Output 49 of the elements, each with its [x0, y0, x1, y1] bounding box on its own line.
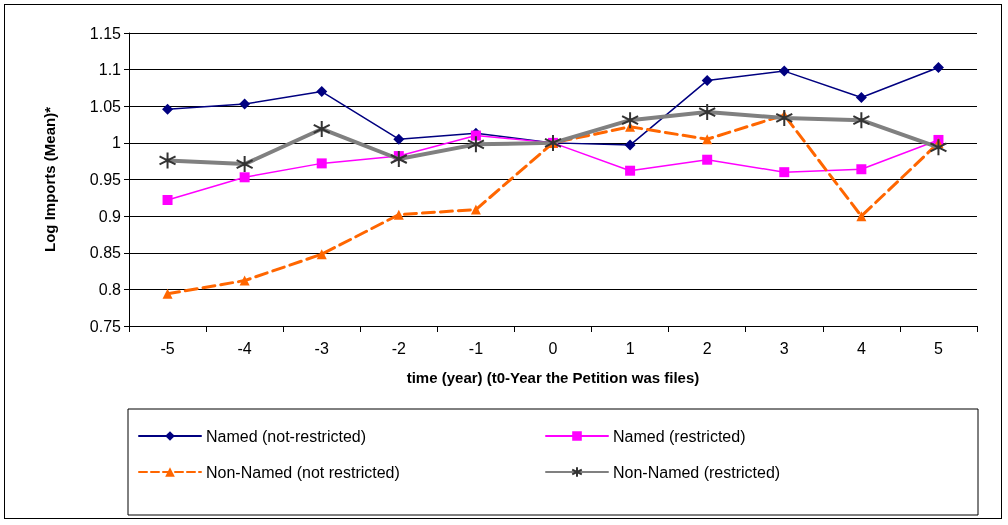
legend-label: Non-Named (restricted): [613, 463, 781, 481]
x-tick-label: -5: [160, 339, 175, 357]
point: [316, 158, 327, 169]
point: [162, 288, 173, 299]
x-tick-label: -4: [237, 339, 252, 357]
point: [856, 164, 867, 175]
x-tick-label: 2: [702, 339, 712, 357]
x-tick-label: -3: [314, 339, 329, 357]
point: [470, 204, 481, 215]
point: [701, 75, 713, 87]
point: [393, 209, 404, 220]
x-tick-label: 1: [625, 339, 635, 357]
point: [162, 103, 174, 115]
point: [316, 249, 327, 260]
point: [856, 211, 867, 222]
legend-label: Non-Named (not restricted): [206, 463, 400, 481]
point: [855, 91, 867, 103]
point: [702, 154, 713, 165]
y-axis-title: Log Imports (Mean)*: [41, 106, 58, 252]
point: [624, 139, 636, 151]
point: [239, 98, 251, 110]
y-tick-label: 0.85: [89, 244, 122, 262]
y-tick-label: 0.75: [89, 317, 122, 335]
point: [625, 165, 636, 176]
x-tick-label: 5: [934, 339, 943, 357]
y-tick-label: 0.8: [98, 280, 122, 298]
point: [778, 65, 790, 77]
legend-label: Named (restricted): [613, 427, 746, 445]
x-tick-label: -2: [391, 339, 407, 357]
point: [316, 86, 328, 98]
y-tick-label: 1: [112, 134, 122, 152]
x-tick-label: -1: [468, 339, 484, 357]
point: [162, 195, 173, 206]
y-tick-label: 1.15: [89, 24, 122, 42]
x-tick-label: 3: [779, 339, 789, 357]
point: [932, 61, 944, 73]
x-tick-label: 4: [856, 339, 866, 357]
point: [779, 167, 790, 178]
point: [239, 275, 250, 286]
point: [239, 172, 250, 183]
point: [702, 134, 713, 145]
y-tick-label: 0.9: [98, 207, 122, 225]
y-tick-label: 1.05: [89, 97, 122, 115]
x-axis-title: time (year) (t0-Year the Petition was files): [406, 369, 700, 386]
y-tick-label: 1.1: [98, 61, 122, 79]
point: [393, 133, 405, 145]
y-tick-label: 0.95: [89, 171, 122, 188]
legend-label: Named (not-restricted): [206, 427, 367, 445]
x-tick-label: 0: [548, 339, 558, 357]
